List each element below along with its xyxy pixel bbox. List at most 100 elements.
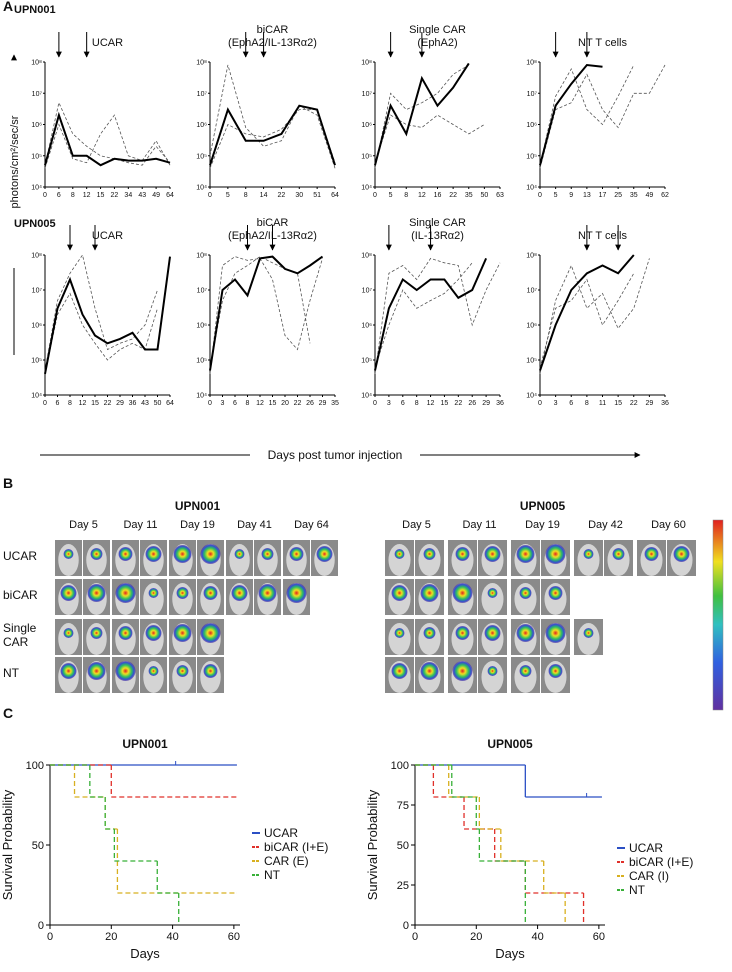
x-tick-label: 0	[208, 192, 212, 199]
x-tick-label: 13	[583, 192, 591, 199]
row-label: UPN005	[14, 218, 56, 230]
chart-title: (EphA2)	[417, 37, 457, 49]
y-tick-label: 10⁶	[31, 122, 42, 129]
signal	[200, 544, 221, 564]
signal	[391, 663, 408, 679]
panel-label: C	[3, 705, 13, 721]
x-tick-label: 14	[260, 192, 268, 199]
mouse-body	[229, 544, 250, 576]
y-tick-label: 10⁷	[32, 91, 43, 98]
x-tick-label: 60	[593, 931, 605, 943]
x-tick-label: 9	[569, 192, 573, 199]
day-label: Day 42	[588, 519, 623, 531]
row-label: biCAR	[3, 588, 38, 602]
x-tick-label: 15	[614, 400, 622, 407]
series-line	[209, 256, 323, 374]
mouse-body	[58, 544, 79, 576]
x-axis-label: Days post tumor injection	[268, 448, 403, 462]
x-tick-label: 0	[373, 192, 377, 199]
y-tick-label: 10⁸	[361, 253, 372, 260]
signal	[203, 664, 218, 678]
x-tick-label: 17	[599, 192, 607, 199]
x-tick-label: 36	[661, 400, 669, 407]
signal	[234, 549, 245, 559]
y-axis-label: Survival Probability	[0, 789, 15, 900]
x-tick-label: 22	[630, 400, 638, 407]
y-tick-label: 10⁴	[196, 393, 207, 400]
y-tick-label: 10⁴	[361, 185, 372, 192]
x-tick-label: 22	[104, 400, 112, 407]
x-tick-label: 40	[166, 931, 178, 943]
x-tick-label: 29	[482, 400, 490, 407]
y-tick-label: 10⁵	[526, 358, 537, 365]
series-line	[374, 262, 473, 368]
x-tick-label: 40	[531, 931, 543, 943]
signal	[115, 661, 136, 681]
chart-title: UPN001	[122, 737, 168, 751]
y-tick-label: 100	[391, 760, 409, 772]
y-axis-label: Survival Probability	[365, 789, 380, 900]
x-tick-label: 6	[569, 400, 573, 407]
legend-label: biCAR (I+E)	[629, 855, 693, 869]
mouse-body	[481, 583, 504, 615]
x-tick-label: 22	[278, 192, 286, 199]
x-tick-label: 35	[630, 192, 638, 199]
y-tick-label: 10⁸	[31, 60, 42, 67]
x-tick-label: 3	[554, 400, 558, 407]
series-line	[539, 273, 635, 368]
y-tick-label: 10⁸	[526, 60, 537, 67]
chart-title: (IL-13Rα2)	[411, 230, 464, 242]
x-tick-label: 15	[441, 400, 449, 407]
series-line	[44, 114, 171, 169]
group-title: UPN005	[520, 499, 566, 513]
x-tick-label: 26	[468, 400, 476, 407]
signal	[548, 664, 563, 678]
x-tick-label: 20	[281, 400, 289, 407]
y-tick-label: 10⁷	[527, 91, 538, 98]
y-tick-label: 75	[397, 800, 409, 812]
y-tick-label: 10⁷	[197, 91, 208, 98]
y-tick-label: 10⁸	[31, 253, 42, 260]
x-tick-label: 8	[415, 400, 419, 407]
day-label: Day 19	[180, 519, 215, 531]
x-tick-label: 15	[269, 400, 277, 407]
row-label: CAR	[3, 635, 29, 649]
x-tick-label: 8	[68, 400, 72, 407]
signal	[516, 624, 535, 642]
x-tick-label: 5	[389, 192, 393, 199]
y-tick-label: 10⁴	[361, 393, 372, 400]
x-tick-label: 43	[141, 400, 149, 407]
y-tick-label: 10⁵	[31, 153, 42, 160]
signal	[286, 583, 307, 603]
day-label: Day 41	[237, 519, 272, 531]
x-tick-label: 12	[79, 400, 87, 407]
signal	[545, 623, 566, 643]
signal	[60, 585, 77, 601]
legend-label: UCAR	[629, 841, 663, 855]
x-tick-label: 15	[97, 192, 105, 199]
signal	[455, 626, 470, 640]
y-tick-label: 10⁴	[31, 393, 42, 400]
x-tick-label: 0	[538, 400, 542, 407]
signal	[423, 627, 436, 639]
x-tick-label: 6	[401, 400, 405, 407]
x-tick-label: 8	[585, 400, 589, 407]
signal	[118, 547, 133, 561]
signal	[261, 548, 274, 560]
x-tick-label: 50	[480, 192, 488, 199]
signal	[548, 586, 563, 600]
series-line	[44, 254, 158, 371]
y-tick-label: 10⁶	[196, 323, 207, 330]
x-tick-label: 43	[138, 192, 146, 199]
signal	[519, 665, 532, 677]
x-tick-label: 12	[83, 192, 91, 199]
y-tick-label: 10⁷	[197, 288, 208, 295]
signal	[420, 662, 439, 680]
y-tick-label: 50	[32, 840, 44, 852]
series-line	[374, 62, 470, 166]
y-tick-label: 10⁶	[31, 323, 42, 330]
signal	[145, 546, 162, 562]
x-tick-label: 36	[129, 400, 137, 407]
chart-title: biCAR	[257, 217, 289, 229]
signal	[231, 585, 248, 601]
